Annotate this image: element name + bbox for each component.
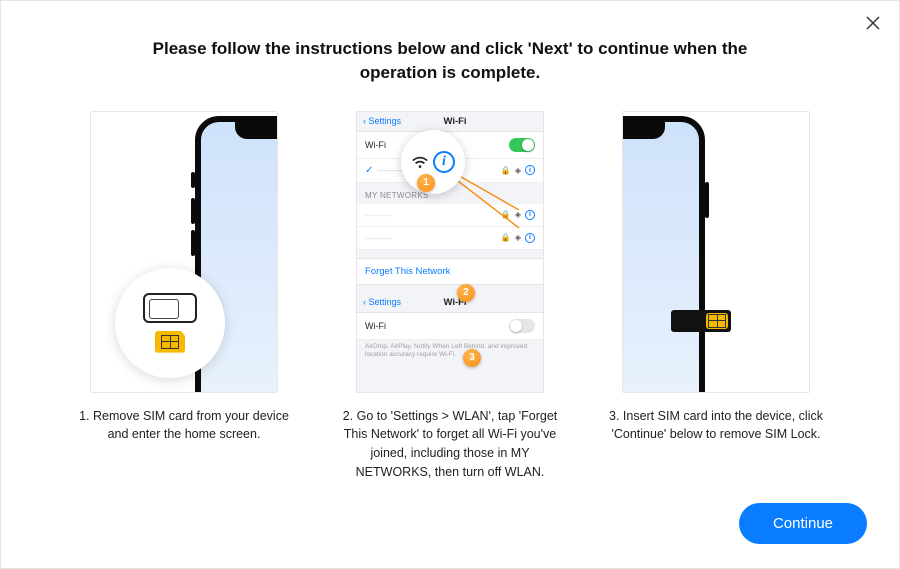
wifi-toggle-row-off: Wi-Fi xyxy=(357,313,543,340)
step-1-illustration xyxy=(90,111,278,393)
step-1-caption: 1. Remove SIM card from your device and … xyxy=(65,407,303,445)
phone-side-button xyxy=(191,198,195,224)
wifi-nav-2: ‹ Settings Wi-Fi xyxy=(357,293,543,313)
forget-network-row: Forget This Network xyxy=(357,258,543,285)
close-icon xyxy=(865,15,881,31)
sim-chip-icon xyxy=(155,331,185,353)
checkmark-icon: ✓ xyxy=(365,165,373,176)
sim-chip-icon xyxy=(706,313,728,329)
close-button[interactable] xyxy=(865,15,881,31)
phone-notch xyxy=(622,121,665,139)
phone-side-button xyxy=(191,230,195,256)
forget-label: Forget This Network xyxy=(365,266,450,277)
page-title: Please follow the instructions below and… xyxy=(1,37,899,85)
sim-callout xyxy=(115,268,225,378)
step-3-caption: 3. Insert SIM card into the device, clic… xyxy=(597,407,835,445)
step-3-illustration xyxy=(622,111,810,393)
wifi-toggle-off xyxy=(509,319,535,333)
step-2-illustration: ‹ Settings Wi-Fi Wi-Fi ✓ ——— 🔒 ◈ i xyxy=(356,111,544,393)
step-1: 1. Remove SIM card from your device and … xyxy=(65,111,303,482)
wifi-footer-note: AirDrop, AirPlay, Notify When Left Behin… xyxy=(357,340,543,360)
nav-title: Wi-Fi xyxy=(373,116,537,127)
wifi-nav: ‹ Settings Wi-Fi xyxy=(357,112,543,132)
nav-title: Wi-Fi xyxy=(373,297,537,308)
step-2: ‹ Settings Wi-Fi Wi-Fi ✓ ——— 🔒 ◈ i xyxy=(331,111,569,482)
badge-3: 3 xyxy=(463,349,481,367)
phone-side-button xyxy=(705,182,709,218)
wifi-settings-mock: ‹ Settings Wi-Fi Wi-Fi ✓ ——— 🔒 ◈ i xyxy=(357,112,543,392)
phone-side-button xyxy=(191,172,195,188)
badge-1: 1 xyxy=(417,174,435,192)
step-2-caption: 2. Go to 'Settings > WLAN', tap 'Forget … xyxy=(331,407,569,482)
wifi-toggle-on xyxy=(509,138,535,152)
phone-mock xyxy=(622,116,705,393)
wifi-icon xyxy=(411,153,429,171)
continue-button[interactable]: Continue xyxy=(739,503,867,544)
wifi-label: Wi-Fi xyxy=(365,321,509,331)
badge-2: 2 xyxy=(457,284,475,302)
info-icon-large: i xyxy=(433,151,455,173)
sim-tray-inserted xyxy=(671,310,731,332)
phone-notch xyxy=(235,121,278,139)
steps-container: 1. Remove SIM card from your device and … xyxy=(1,111,899,482)
sim-tray-icon xyxy=(143,293,197,323)
step-3: 3. Insert SIM card into the device, clic… xyxy=(597,111,835,482)
